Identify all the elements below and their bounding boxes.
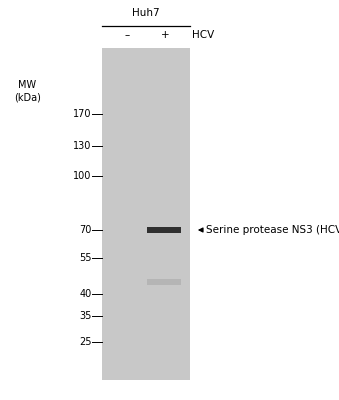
Bar — [147, 227, 181, 233]
Text: HCV: HCV — [192, 30, 214, 40]
Text: 55: 55 — [79, 253, 92, 263]
Text: 35: 35 — [79, 311, 92, 321]
Text: +: + — [161, 30, 170, 40]
Text: 130: 130 — [73, 141, 92, 151]
Bar — [147, 279, 181, 285]
Text: Huh7: Huh7 — [132, 8, 160, 18]
Text: 40: 40 — [79, 290, 92, 299]
Text: Serine protease NS3 (HCV virus): Serine protease NS3 (HCV virus) — [206, 225, 339, 235]
Text: 70: 70 — [79, 225, 92, 235]
Text: 100: 100 — [73, 171, 92, 181]
Text: –: – — [124, 30, 130, 40]
Text: MW
(kDa): MW (kDa) — [14, 80, 41, 102]
Text: 170: 170 — [73, 109, 92, 119]
Text: 25: 25 — [79, 337, 92, 347]
Bar — [102, 48, 190, 380]
